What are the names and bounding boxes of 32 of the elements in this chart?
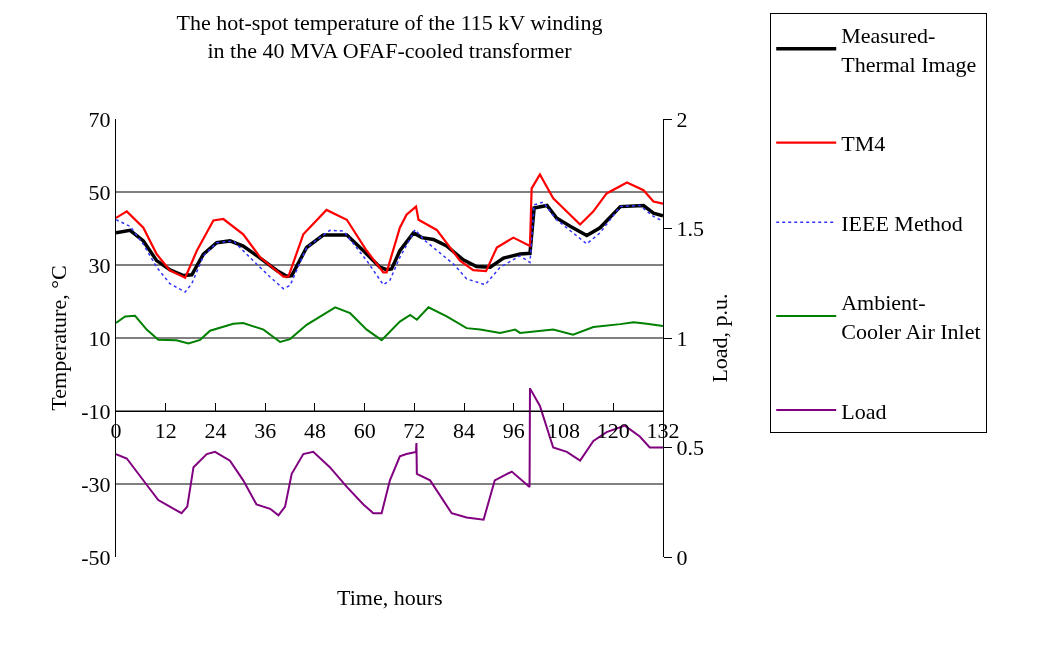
chart-title: The hot-spot temperature of the 115 kV winding in the 40 MVA OFAF-cooled transformer — [176, 9, 603, 64]
x-tick-label: 84 — [453, 418, 476, 444]
legend-label: Measured-Thermal Image — [841, 22, 977, 77]
y2-tick-label: 2 — [676, 106, 688, 132]
legend-label: TM4 — [841, 131, 886, 157]
x-tick-label: 36 — [254, 418, 277, 444]
legend-label: IEEE Method — [841, 210, 963, 236]
x-tick-label: 48 — [303, 418, 326, 444]
x-tick-label: 24 — [204, 418, 227, 444]
x-tick-label: 96 — [502, 418, 525, 444]
line-series — [116, 201, 663, 293]
x-tick-label: 72 — [403, 418, 426, 444]
y-tick-label: -30 — [81, 471, 111, 497]
legend-label: Ambient-Cooler Air Inlet — [841, 290, 981, 344]
y2-tick-label: 0 — [676, 544, 688, 570]
y2-tick-label: 1.5 — [676, 216, 704, 242]
x-tick-label: 108 — [547, 418, 581, 444]
legend-label: Load — [841, 398, 887, 424]
y2-tick-label: 1 — [676, 325, 688, 351]
y-tick-label: 50 — [88, 179, 111, 205]
line-series — [116, 173, 663, 279]
y-axis-title: Temperature, °C — [46, 265, 72, 411]
x-tick-label: 60 — [353, 418, 376, 444]
y-tick-label: -10 — [81, 398, 111, 424]
y-tick-label: 70 — [88, 106, 111, 132]
x-tick-label: 12 — [154, 418, 177, 444]
y-tick-label: 30 — [88, 252, 111, 278]
y2-axis-title: Load, p.u. — [706, 293, 732, 383]
x-axis-title: Time, hours — [337, 585, 443, 610]
y-tick-label: 10 — [88, 325, 111, 351]
y-tick-label: -50 — [81, 544, 111, 570]
line-series — [116, 306, 663, 345]
